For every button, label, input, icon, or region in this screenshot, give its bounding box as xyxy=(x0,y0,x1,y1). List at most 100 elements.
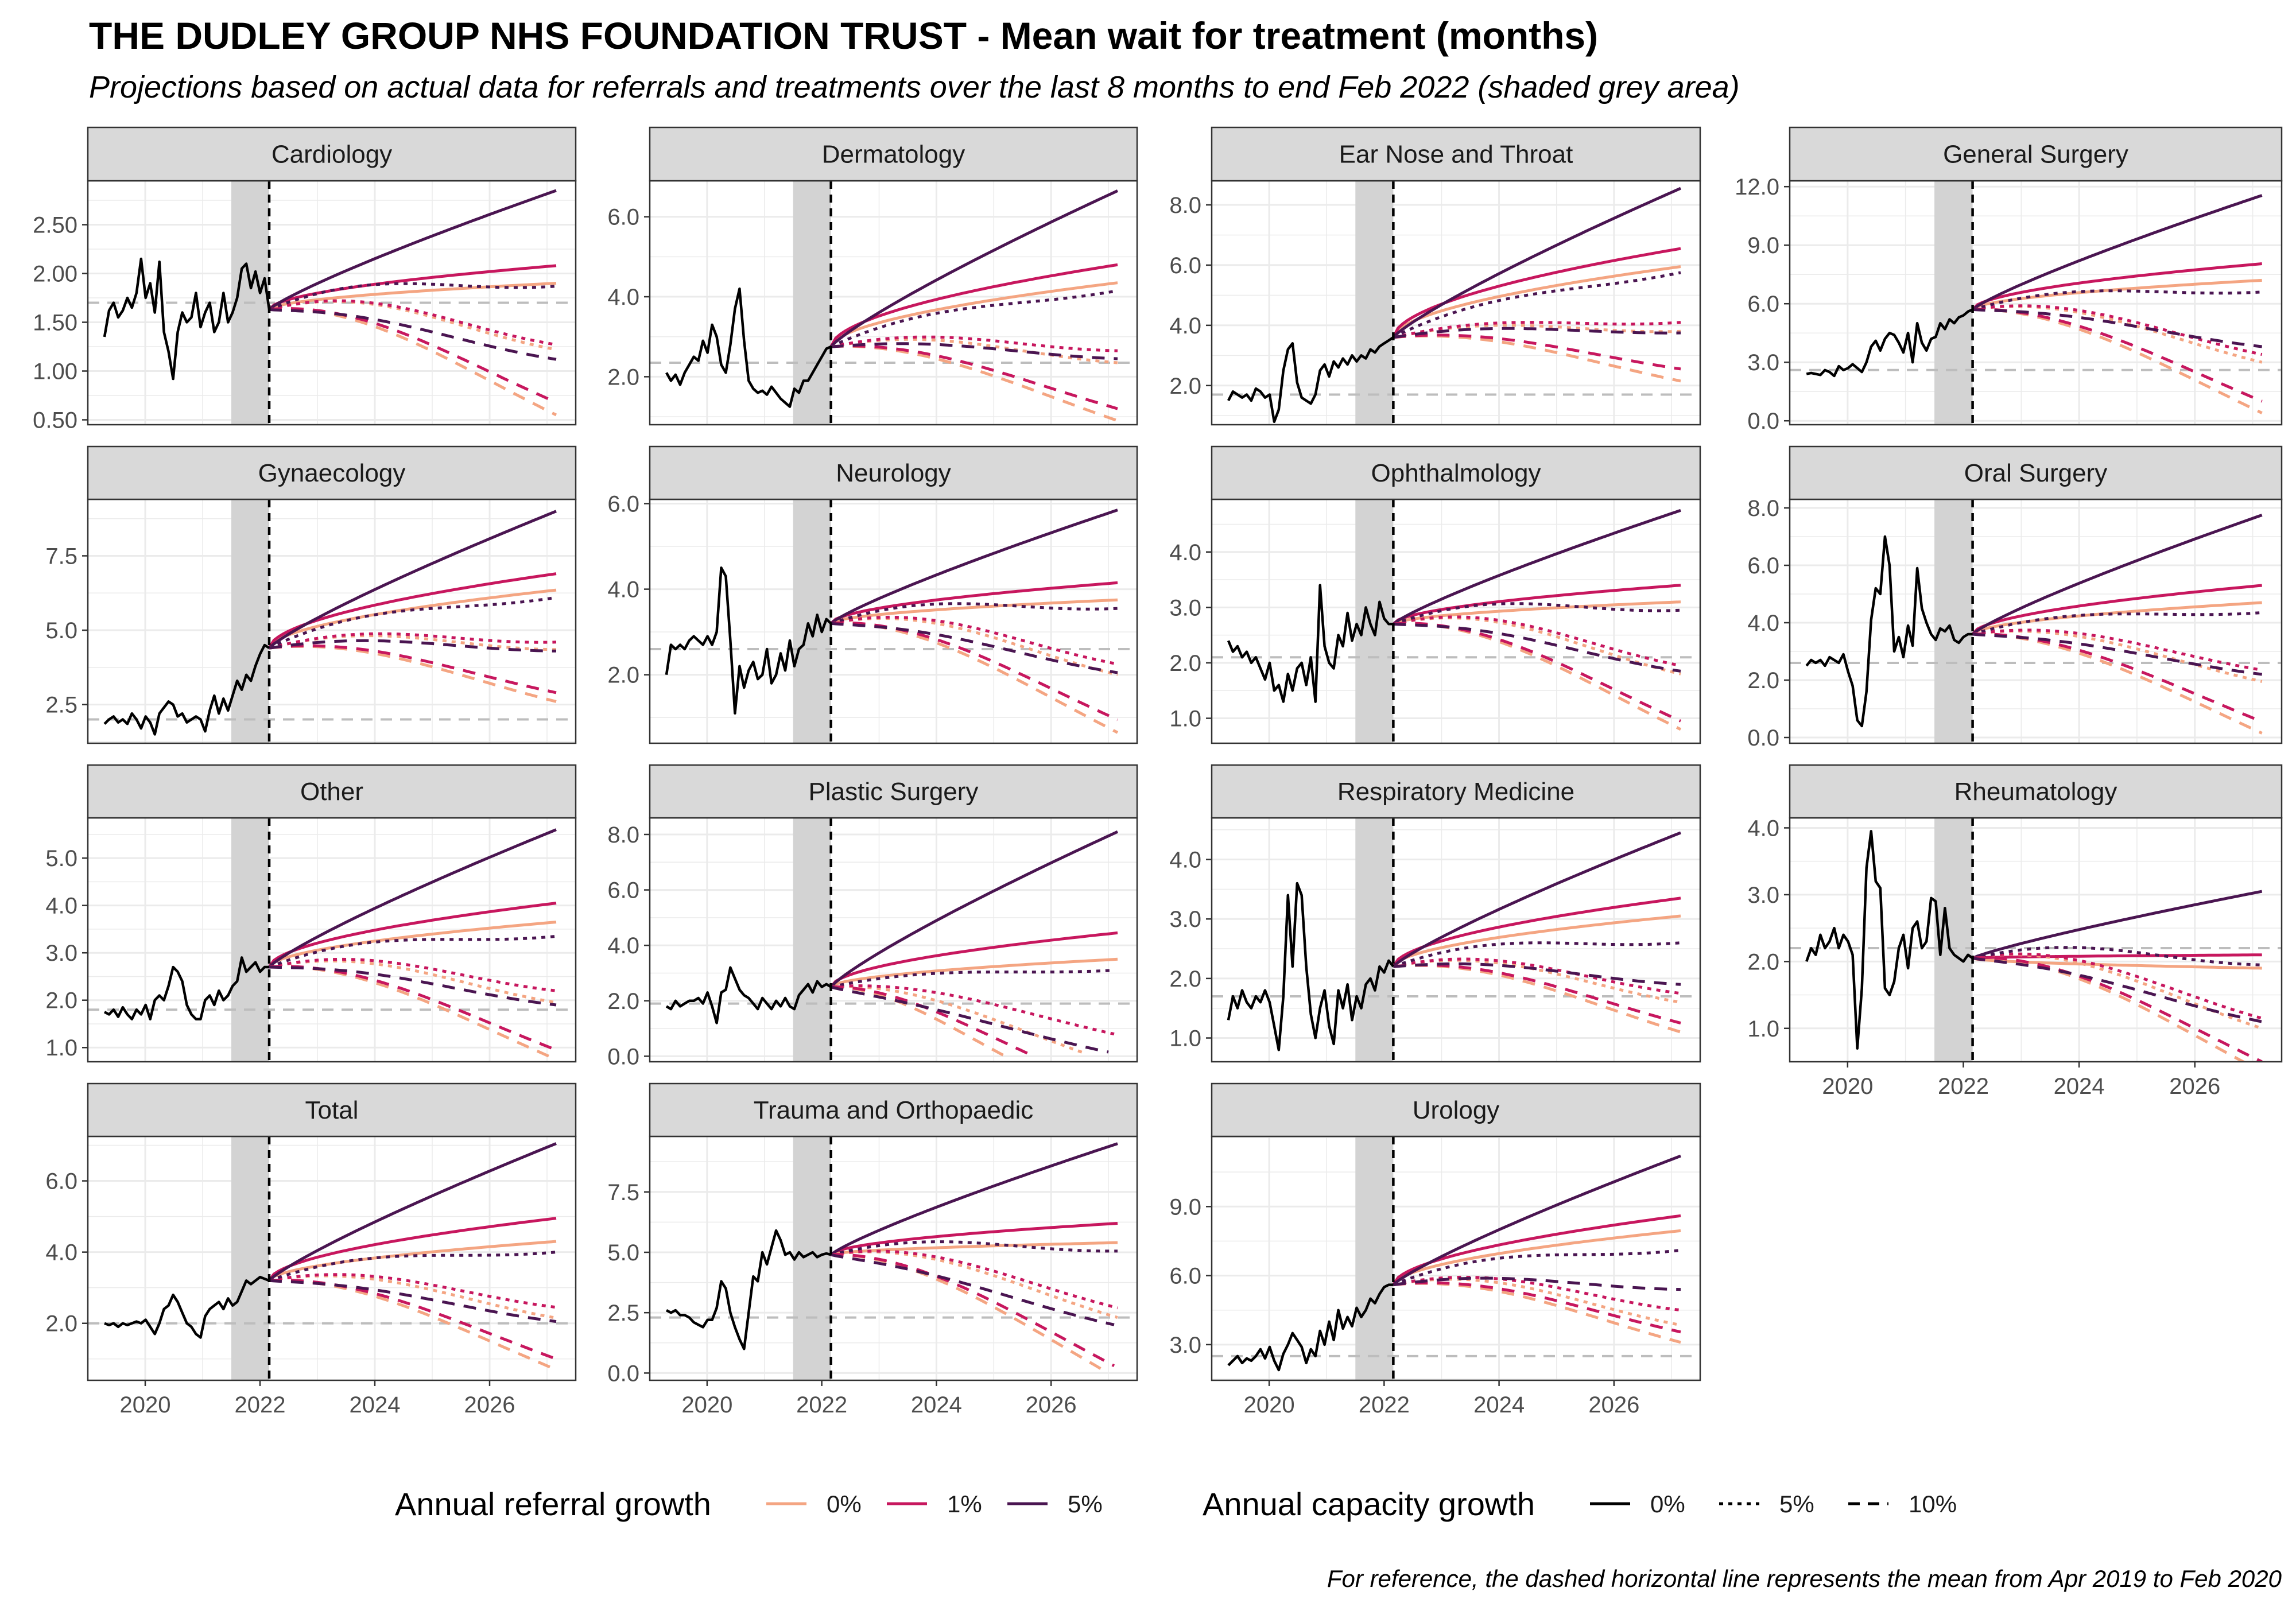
panel-content xyxy=(1212,499,1700,743)
y-tick-label: 6.0 xyxy=(45,1169,77,1194)
facet-strip xyxy=(1789,126,2283,182)
projection-line-ref5-cap5 xyxy=(830,289,1118,348)
y-tick-label: 0.0 xyxy=(607,1361,639,1386)
facet-panels: Cardiology 0.50 1.00 1.50 2.00 2.50 Dermatolog… xyxy=(33,126,2283,1418)
y-tick-label: 0.50 xyxy=(33,408,77,433)
projection-line-ref1-cap0 xyxy=(830,1222,1118,1256)
projection-line-ref0-cap0 xyxy=(1392,265,1681,339)
facet-strip xyxy=(87,764,577,819)
panel-ophthalmology: Ophthalmology 1.0 2.0 3.0 4.0 xyxy=(1169,445,1701,744)
panel-background xyxy=(1212,1136,1700,1380)
legend-label-capacity: 10% xyxy=(1909,1490,1957,1517)
y-tick-label: 2.0 xyxy=(607,364,639,390)
y-tick-label: 7.5 xyxy=(607,1180,639,1205)
projection-line-ref5-cap10 xyxy=(269,1279,557,1323)
x-tick-label: 2020 xyxy=(681,1392,732,1418)
projection-line-ref0-cap0 xyxy=(268,1240,557,1282)
facet-label: Neurology xyxy=(836,459,951,487)
panel-background xyxy=(88,499,576,743)
y-tick-label: 6.0 xyxy=(607,878,639,903)
shaded-period xyxy=(1355,818,1394,1062)
projection-line-ref1-cap5 xyxy=(831,984,1115,1036)
facet-strip xyxy=(649,764,1138,819)
y-tick-label: 2.0 xyxy=(1169,374,1201,399)
y-tick-label: 3.0 xyxy=(45,941,77,966)
facet-label: Urology xyxy=(1413,1096,1500,1124)
y-tick-label: 1.0 xyxy=(1747,1016,1779,1042)
projection-line-ref1-cap0 xyxy=(829,931,1118,988)
y-tick-label: 3.0 xyxy=(1169,907,1201,932)
facet-label: General Surgery xyxy=(1943,141,2128,169)
projection-line-ref5-cap10 xyxy=(1393,622,1681,673)
projection-line-ref5-cap0 xyxy=(830,1142,1118,1256)
actual-series-line xyxy=(103,257,271,381)
panel-content xyxy=(1212,818,1700,1062)
facet-strip xyxy=(649,126,1138,182)
projection-line-ref5-cap5 xyxy=(1972,946,2262,966)
x-tick-label: 2024 xyxy=(911,1392,962,1418)
shaded-period xyxy=(793,818,831,1062)
x-tick-label: 2020 xyxy=(1822,1074,1873,1099)
y-tick-label: 4.0 xyxy=(1169,848,1201,873)
actual-series-line xyxy=(665,287,832,408)
facet-label: Dermatology xyxy=(822,141,965,169)
actual-series-line xyxy=(1227,1283,1394,1372)
projection-line-ref5-cap0 xyxy=(829,830,1119,988)
legend-label-referral: 0% xyxy=(827,1490,862,1517)
y-tick-label: 4.0 xyxy=(1169,540,1201,565)
projection-line-ref1-cap5 xyxy=(1972,628,2263,671)
panel-dermatology: Dermatology 2.0 4.0 6.0 xyxy=(607,126,1138,426)
x-tick-label: 2026 xyxy=(2169,1074,2220,1099)
panel-gynaecology: Gynaecology 2.5 5.0 7.5 xyxy=(45,445,577,744)
projection-line-ref5-cap10 xyxy=(831,342,1118,360)
y-tick-label: 6.0 xyxy=(1169,1264,1201,1289)
legend-title-capacity: Annual capacity growth xyxy=(1203,1486,1535,1522)
actual-series-line xyxy=(1806,308,1973,378)
legend-label-referral: 5% xyxy=(1068,1490,1103,1517)
projection-line-ref5-cap10 xyxy=(1972,308,2262,348)
y-tick-label: 3.0 xyxy=(1747,883,1779,908)
projection-line-ref0-cap5 xyxy=(831,985,1086,1055)
panel-content xyxy=(88,1136,576,1380)
shaded-period xyxy=(1355,181,1394,425)
y-tick-label: 0.0 xyxy=(607,1044,639,1069)
panel-urology: Urology 3.0 6.0 9.0 2020 2022 2024 2026 xyxy=(1169,1082,1701,1418)
projection-line-ref0-cap0 xyxy=(830,957,1118,988)
projection-line-ref1-cap0 xyxy=(1392,1214,1681,1286)
panel-ear-nose-and-throat: Ear Nose and Throat 2.0 4.0 6.0 8.0 xyxy=(1169,126,1701,426)
panel-content xyxy=(88,181,576,425)
projection-line-ref5-cap5 xyxy=(1972,289,2262,311)
facet-strip xyxy=(1211,445,1701,500)
projection-line-ref5-cap0 xyxy=(268,1142,557,1282)
projection-line-ref1-cap10 xyxy=(1393,1281,1681,1334)
projection-line-ref1-cap5 xyxy=(269,957,557,992)
x-tick-label: 2020 xyxy=(120,1392,171,1418)
y-tick-label: 2.0 xyxy=(1169,651,1201,676)
panel-content xyxy=(1212,1136,1700,1380)
legend-label-capacity: 0% xyxy=(1650,1490,1685,1517)
x-tick-label: 2022 xyxy=(1938,1074,1989,1099)
actual-series-line xyxy=(103,643,270,736)
projection-line-ref1-cap5 xyxy=(1393,1275,1681,1312)
projection-line-ref5-cap0 xyxy=(829,189,1119,348)
y-tick-label: 2.00 xyxy=(33,262,77,287)
chart-subtitle: Projections based on actual data for ref… xyxy=(89,70,1740,104)
y-tick-label: 6.0 xyxy=(1747,553,1779,579)
projection-line-ref0-cap0 xyxy=(1392,914,1681,968)
panel-other: Other 1.0 2.0 3.0 4.0 5.0 xyxy=(45,764,577,1063)
projection-line-ref1-cap5 xyxy=(1393,321,1681,339)
y-tick-label: 2.50 xyxy=(33,213,77,238)
panel-background xyxy=(88,1136,576,1380)
panel-total: Total 2.0 4.0 6.0 2020 2022 2024 2026 xyxy=(45,1082,577,1418)
projection-line-ref1-cap0 xyxy=(1392,896,1681,968)
y-tick-label: 4.0 xyxy=(45,894,77,919)
x-tick-label: 2022 xyxy=(235,1392,286,1418)
projection-line-ref5-cap5 xyxy=(1393,271,1681,339)
panel-respiratory-medicine: Respiratory Medicine 1.0 2.0 3.0 4.0 xyxy=(1169,764,1701,1063)
projection-line-ref5-cap0 xyxy=(268,828,557,968)
projection-line-ref5-cap10 xyxy=(831,622,1118,674)
panel-content xyxy=(88,818,576,1062)
panel-content xyxy=(1212,181,1700,425)
y-tick-label: 5.0 xyxy=(607,1240,639,1266)
facet-label: Ophthalmology xyxy=(1371,459,1541,487)
